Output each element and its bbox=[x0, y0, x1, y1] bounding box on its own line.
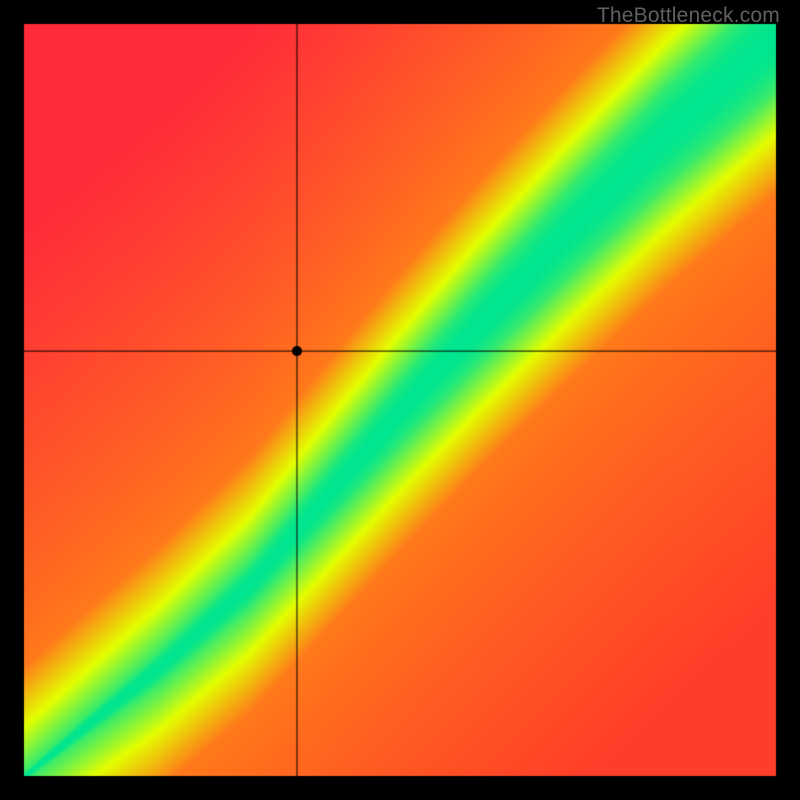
bottleneck-heatmap bbox=[0, 0, 800, 800]
chart-container: TheBottleneck.com bbox=[0, 0, 800, 800]
watermark: TheBottleneck.com bbox=[597, 4, 780, 28]
